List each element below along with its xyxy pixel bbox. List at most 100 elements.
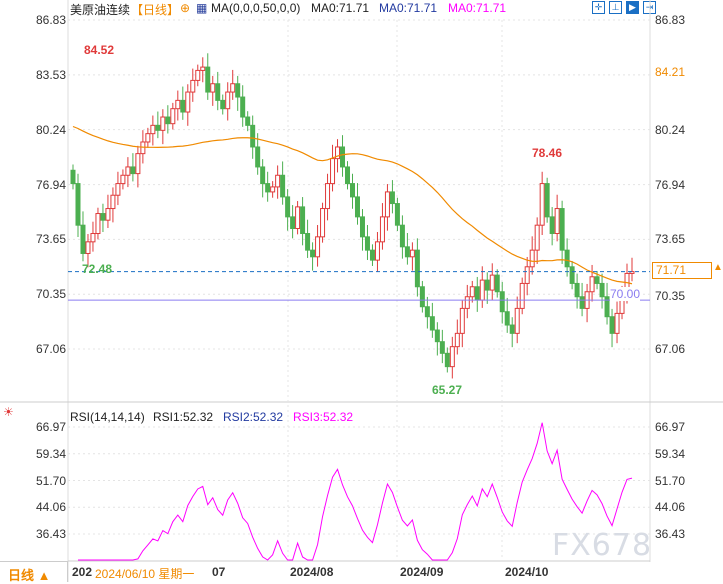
candle-up: [270, 186, 276, 193]
high-annotation: 84.52: [84, 43, 115, 57]
candle-down: [354, 196, 360, 218]
rsi-tick-right: 36.43: [655, 527, 686, 541]
candle-down: [364, 236, 370, 251]
candle-down: [300, 206, 306, 235]
ma-marker-label: 70.00: [610, 287, 641, 301]
price-tick-right: 70.35: [655, 289, 686, 304]
rsi3-value: RSI3:52.32: [293, 410, 354, 424]
candle-down: [350, 183, 355, 198]
rsi-tick-right: 59.34: [655, 446, 686, 461]
candle-up: [384, 191, 390, 218]
left-low-annotation: 72.48: [82, 262, 113, 276]
scroll-up-icon[interactable]: ▲: [713, 262, 723, 273]
rsi-tick-left: 36.43: [35, 527, 66, 541]
candle-down: [265, 183, 271, 193]
candle-up: [459, 307, 465, 334]
candle-up: [95, 213, 101, 235]
candle-down: [215, 83, 221, 101]
candle-up: [150, 124, 156, 135]
range-icon[interactable]: ⊥: [609, 1, 622, 14]
recent-high-annotation: 78.46: [532, 146, 563, 160]
candle-up: [454, 332, 460, 348]
candle-up: [190, 79, 196, 93]
low-annotation: 65.27: [432, 383, 463, 397]
period-label[interactable]: 【日线】: [131, 3, 180, 17]
candle-down: [255, 146, 261, 168]
candle-up: [110, 194, 116, 210]
symbol-title: 美原油连续: [70, 3, 131, 17]
ma50-line: [72, 125, 633, 285]
candle-up: [374, 241, 380, 261]
candle-up: [479, 279, 485, 301]
candle-up: [195, 69, 201, 81]
candle-up: [589, 276, 595, 293]
candle-down: [594, 276, 600, 284]
rsi1-value: RSI1:52.32: [153, 410, 214, 424]
candle-down: [504, 311, 510, 326]
candle-up: [295, 206, 301, 230]
price-tick-right: 73.65: [655, 232, 686, 247]
price-tick-left: 86.83: [35, 13, 66, 27]
ma-chart-icon[interactable]: ▦: [196, 1, 208, 15]
candle-down: [359, 216, 365, 238]
rsi-line: [77, 422, 633, 561]
candle-up: [230, 83, 236, 93]
candle-down: [509, 324, 515, 334]
rsi-tick-right: 66.97: [655, 420, 686, 434]
candle-up: [320, 208, 326, 238]
candle-down: [155, 124, 161, 131]
candle-down: [574, 282, 580, 298]
candle-up: [185, 91, 191, 113]
candle-up: [524, 266, 530, 284]
candle-down: [70, 169, 76, 185]
settings-sun-icon[interactable]: ☀: [3, 405, 14, 419]
candle-down: [419, 286, 425, 308]
candle-up: [529, 249, 535, 268]
price-tick-left: 73.65: [35, 232, 66, 247]
candle-up: [160, 116, 166, 131]
candle-down: [439, 341, 445, 354]
candle-down: [75, 183, 81, 226]
candle-up: [105, 208, 111, 221]
candle-down: [444, 352, 450, 368]
watermark: FX678: [552, 528, 653, 563]
candle-down: [290, 216, 296, 230]
candle-down: [559, 208, 565, 251]
candle-down: [245, 116, 251, 126]
candle-up: [275, 174, 281, 188]
candle-up: [379, 216, 385, 243]
candle-up: [514, 307, 520, 334]
candle-up: [90, 233, 96, 243]
ma-value-3: MA0:71.71: [448, 1, 507, 15]
rsi-tick-left: 51.70: [35, 473, 66, 488]
candle-up: [554, 208, 560, 235]
rsi-tick-left: 59.34: [35, 446, 66, 461]
candle-down: [399, 224, 405, 248]
add-indicator-icon[interactable]: ⊕: [180, 1, 191, 15]
rsi2-value: RSI2:52.32: [223, 410, 284, 424]
candle-up: [315, 236, 321, 258]
candle-up: [175, 99, 181, 110]
candle-down: [499, 291, 505, 313]
period-button[interactable]: 日线 ▲: [0, 561, 68, 583]
rsi-tick-right: 51.70: [655, 473, 686, 488]
candle-down: [220, 99, 226, 110]
candle-up: [210, 83, 216, 93]
candle-down: [310, 249, 316, 258]
candle-up: [125, 166, 131, 176]
candle-up: [330, 158, 336, 185]
candle-down: [424, 306, 430, 318]
candle-down: [369, 249, 375, 261]
candle-down: [280, 174, 286, 198]
candle-up: [469, 286, 475, 298]
candle-down: [130, 166, 136, 175]
crosshair-icon[interactable]: ✛: [592, 1, 605, 14]
candle-up: [614, 312, 620, 334]
zoom-icon[interactable]: ▶: [626, 1, 639, 14]
candle-down: [394, 203, 400, 226]
date-aug: 2024/08: [290, 565, 334, 579]
candle-down: [569, 266, 575, 284]
candle-up: [335, 146, 341, 160]
candle-down: [260, 166, 266, 185]
